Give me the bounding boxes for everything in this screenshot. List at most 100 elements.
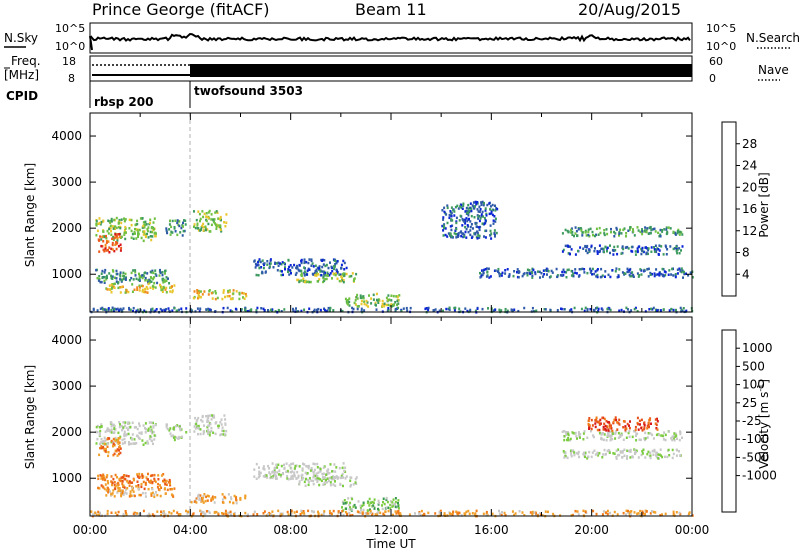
heatmap-cell — [328, 471, 331, 475]
heatmap-cell — [148, 437, 151, 441]
heatmap-cell — [679, 432, 682, 436]
heatmap-cell — [193, 500, 196, 503]
heatmap-cell — [634, 452, 636, 456]
heatmap-cell — [474, 205, 476, 208]
heatmap-cell — [160, 486, 163, 489]
heatmap-cell — [150, 308, 152, 312]
heatmap-cell — [332, 309, 335, 312]
heatmap-cell — [517, 309, 520, 313]
heatmap-cell — [662, 308, 665, 311]
heatmap-cell — [103, 308, 106, 311]
heatmap-cell — [603, 232, 606, 235]
heatmap-cell — [464, 307, 467, 310]
heatmap-cell — [480, 213, 483, 216]
heatmap-cell — [641, 230, 644, 233]
heatmap-cell — [106, 288, 109, 291]
heatmap-cell — [109, 227, 112, 230]
heatmap-cell — [377, 503, 380, 506]
heatmap-cell — [290, 475, 293, 478]
heatmap-cell — [107, 232, 110, 235]
heatmap-cell — [465, 217, 468, 220]
heatmap-cell — [631, 271, 634, 274]
heatmap-cell — [459, 205, 462, 208]
heatmap-cell — [464, 225, 467, 229]
heatmap-cell — [138, 422, 140, 425]
heatmap-cell — [215, 225, 218, 228]
heatmap-cell — [676, 230, 679, 233]
heatmap-cell — [583, 271, 586, 274]
heatmap-cell — [235, 499, 238, 502]
station-title: Prince George (fitACF) — [92, 0, 270, 19]
heatmap-cell — [274, 474, 276, 477]
heatmap-cell — [618, 234, 620, 237]
heatmap-cell — [671, 438, 674, 442]
heatmap-cell — [137, 484, 140, 487]
heatmap-cell — [216, 211, 219, 214]
heatmap-cell — [630, 510, 633, 513]
heatmap-cell — [312, 462, 315, 465]
heatmap-cell — [293, 474, 296, 478]
heatmap-cell — [483, 217, 486, 220]
heatmap-cell — [334, 263, 337, 266]
heatmap-cell — [127, 290, 130, 294]
heatmap-cell — [136, 219, 139, 223]
heatmap-cell — [326, 271, 329, 274]
y-tick-label: 3000 — [51, 379, 82, 393]
heatmap-cell — [134, 513, 137, 516]
heatmap-cell — [215, 510, 218, 514]
heatmap-cell — [149, 221, 152, 225]
heatmap-cell — [383, 302, 386, 305]
heatmap-cell — [133, 494, 136, 498]
heatmap-cell — [120, 424, 123, 428]
heatmap-cell — [459, 231, 462, 234]
heatmap-cell — [414, 512, 416, 515]
heatmap-cell — [349, 485, 352, 488]
heatmap-cell — [153, 495, 156, 499]
heatmap-cell — [264, 270, 267, 273]
heatmap-cell — [649, 454, 652, 457]
heatmap-cell — [292, 309, 295, 312]
heatmap-cell — [185, 431, 188, 434]
heatmap-cell — [291, 474, 294, 478]
heatmap-cell — [632, 230, 635, 233]
heatmap-cell — [657, 457, 660, 460]
heatmap-cell — [491, 203, 494, 207]
heatmap-cell — [316, 280, 319, 283]
heatmap-cell — [154, 286, 157, 289]
heatmap-cell — [96, 437, 99, 441]
heatmap-cell — [100, 272, 103, 275]
heatmap-cell — [141, 474, 144, 477]
heatmap-cell — [287, 270, 289, 273]
heatmap-cell — [283, 262, 286, 265]
heatmap-cell — [142, 290, 145, 294]
heatmap-cell — [318, 265, 321, 268]
colorbar-tick-label: -500 — [742, 450, 769, 464]
heatmap-cell — [477, 217, 480, 220]
heatmap-cell — [290, 467, 293, 470]
heatmap-cell — [114, 487, 117, 491]
heatmap-cell — [351, 272, 354, 275]
heatmap-cell — [615, 430, 618, 433]
heatmap-cell — [481, 273, 484, 277]
heatmap-cell — [136, 427, 139, 431]
heatmap-cell — [643, 438, 646, 442]
heatmap-cell — [642, 250, 645, 254]
heatmap-cell — [628, 435, 631, 439]
heatmap-cell — [133, 478, 135, 482]
heatmap-cell — [116, 448, 119, 451]
freq-panel: Freq. [MHz] 18 8 60 0 Nave — [4, 54, 789, 85]
heatmap-cell — [658, 235, 661, 238]
heatmap-cell — [321, 270, 324, 273]
heatmap-cell — [149, 425, 152, 429]
cpid-program-twofsound: twofsound 3503 — [194, 84, 303, 98]
heatmap-cell — [544, 510, 547, 513]
heatmap-cell — [576, 234, 579, 237]
heatmap-cell — [389, 507, 392, 510]
heatmap-cell — [448, 308, 451, 311]
heatmap-cell — [171, 285, 173, 288]
heatmap-cell — [315, 270, 318, 274]
heatmap-cell — [110, 276, 113, 280]
heatmap-cell — [300, 272, 303, 275]
heatmap-cell — [160, 288, 163, 292]
heatmap-cell — [579, 436, 581, 439]
